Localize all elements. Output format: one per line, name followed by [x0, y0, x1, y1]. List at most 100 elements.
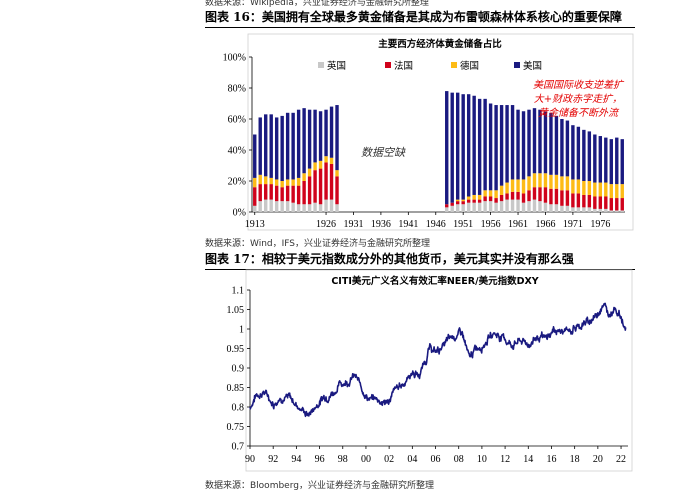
- figure17-source: 数据来源：Bloomberg，兴业证券经济与金融研究所整理: [205, 481, 434, 491]
- chart1-bar-segment: [516, 179, 520, 192]
- chart1-bar-segment: [554, 115, 559, 175]
- chart1-bar-segment: [264, 199, 268, 212]
- chart1-bar-segment: [329, 163, 334, 200]
- chart1-bar-segment: [335, 105, 339, 171]
- chart1-bar-segment: [615, 184, 619, 199]
- chart1-bar-segment: [450, 202, 454, 206]
- chart1-bar-segment: [253, 177, 257, 188]
- chart1-bar-segment: [466, 202, 471, 212]
- chart1-bar-segment: [560, 190, 564, 206]
- chart1-bar-segment: [549, 174, 553, 189]
- chart1-bar-segment: [302, 204, 306, 212]
- chart1-bar-segment: [587, 194, 592, 208]
- chart1-bar-segment: [296, 177, 301, 186]
- chart1-bar-segment: [324, 199, 328, 212]
- chart1-bar-segment: [253, 205, 257, 212]
- chart1-y-tick-label: 100%: [223, 53, 246, 64]
- chart1-bar-segment: [488, 103, 493, 191]
- chart1-bar-segment: [527, 109, 531, 177]
- chart1-bar-segment: [505, 182, 509, 194]
- chart2-x-tick-label: 08: [454, 454, 464, 465]
- chart1-x-tick-label: 1946: [426, 219, 446, 230]
- chart1-bar-segment: [307, 168, 312, 177]
- chart1-bar-segment: [477, 98, 482, 195]
- chart1-bar-segment: [455, 199, 460, 202]
- chart2-series-line: [249, 302, 627, 418]
- chart1-gap-label: 数据空缺: [361, 146, 406, 159]
- chart1-bars: [253, 91, 624, 212]
- chart1-title: 主要西方经济体黄金储备占比: [378, 38, 502, 50]
- figure16-title: 图表 16：美国拥有全球最多黄金储备是其成为布雷顿森林体系核心的重要保障: [205, 8, 635, 28]
- chart1-bar-segment: [615, 137, 619, 185]
- chart1-bar-segment: [532, 173, 537, 188]
- chart2-x-tick-label: 22: [616, 454, 626, 465]
- chart1-bar-segment: [620, 184, 624, 199]
- chart1-legend-label: 德国: [460, 60, 479, 72]
- chart1-bar-segment: [494, 190, 498, 199]
- chart1-bar-segment: [280, 181, 284, 188]
- chart1-annotation-line3: 黄金储备不断外流: [538, 107, 620, 119]
- chart2-x-tick-label: 14: [523, 454, 533, 465]
- chart1-bar-segment: [565, 176, 570, 191]
- chart1-bar-segment: [576, 179, 581, 194]
- chart1-y-tick-label: 60%: [228, 115, 246, 126]
- chart2-y-tick-label: 1.1: [232, 286, 245, 297]
- chart1-bar-segment: [280, 187, 284, 202]
- chart1-bar-segment: [516, 109, 520, 180]
- chart1-bar-segment: [521, 179, 526, 194]
- chart1-bar-segment: [494, 105, 498, 191]
- chart1-bar-segment: [274, 117, 279, 180]
- chart1-bar-segment: [450, 205, 454, 212]
- chart1-bar-segment: [335, 176, 339, 205]
- chart2-x-tick-label: 20: [593, 454, 603, 465]
- chart1-bar-segment: [593, 134, 597, 183]
- chart1-bar-segment: [324, 156, 328, 163]
- chart1-bar-segment: [461, 94, 465, 200]
- chart1-bar-segment: [598, 208, 603, 212]
- chart1-bar-segment: [329, 157, 334, 164]
- chart1-bar-segment: [571, 125, 575, 180]
- chart1-x-tick-label: 1956: [481, 219, 501, 230]
- chart1-bar-segment: [461, 201, 465, 205]
- gold-reserve-chart: 主要西方经济体黄金储备占比 英国 法国 德国 美国 0% 20% 40% 60% 80% 100…: [223, 33, 634, 231]
- chart2-x-tick-label: 90: [245, 454, 255, 465]
- chart1-bar-segment: [483, 196, 487, 202]
- chart1-bar-segment: [296, 204, 301, 212]
- chart1-bar-segment: [609, 139, 613, 185]
- chart1-bar-segment: [477, 202, 482, 212]
- chart1-bar-segment: [521, 111, 526, 180]
- chart1-bar-segment: [329, 106, 334, 158]
- chart1-bar-segment: [604, 208, 608, 212]
- chart2-x-tick-label: 04: [407, 454, 417, 465]
- chart1-bar-segment: [538, 187, 542, 202]
- top-source-note: 数据来源：Wikipedia，兴业证券经济与金融研究所整理: [205, 0, 429, 8]
- chart2-x-tick-label: 10: [477, 454, 487, 465]
- chart1-y-tick-label: 20%: [228, 177, 246, 188]
- chart1-bar-segment: [335, 204, 339, 212]
- chart1-bar-segment: [466, 199, 471, 203]
- chart1-bar-segment: [483, 98, 487, 191]
- chart1-bar-segment: [258, 201, 262, 212]
- chart1-bar-segment: [510, 105, 515, 180]
- chart1-bar-segment: [499, 185, 504, 195]
- chart1-bar-segment: [532, 108, 537, 174]
- chart1-bar-segment: [609, 198, 613, 211]
- chart1-bar-segment: [318, 168, 323, 205]
- chart1-bar-segment: [505, 105, 509, 183]
- chart1-bar-segment: [543, 202, 548, 212]
- chart1-bar-segment: [499, 105, 504, 186]
- chart1-bar-segment: [483, 190, 487, 197]
- chart1-bar-segment: [609, 184, 613, 199]
- chart1-bar-segment: [466, 196, 471, 200]
- chart1-bar-segment: [620, 198, 624, 211]
- chart1-bar-segment: [291, 112, 295, 180]
- chart1-bar-segment: [313, 202, 317, 212]
- chart1-bar-segment: [510, 191, 515, 200]
- chart1-bar-segment: [318, 160, 323, 169]
- chart1-bar-segment: [571, 193, 575, 208]
- chart1-bar-segment: [269, 199, 273, 212]
- chart1-bar-segment: [472, 199, 476, 203]
- chart1-bar-segment: [477, 194, 482, 200]
- chart1-bar-segment: [285, 179, 290, 186]
- chart1-bar-segment: [296, 185, 301, 205]
